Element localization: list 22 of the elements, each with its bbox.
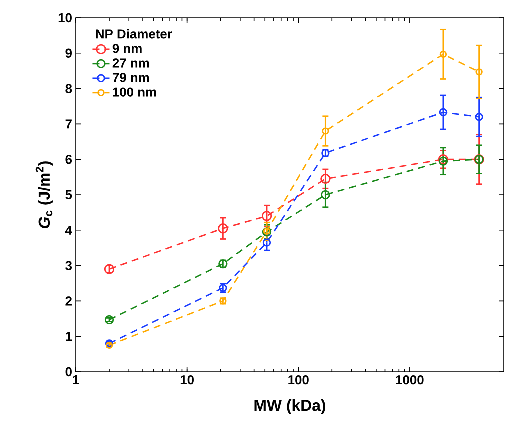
y-tick-label: 7 — [66, 120, 72, 129]
y-tick-label: 10 — [58, 13, 72, 23]
x-axis-title: MW (kDa) — [254, 400, 326, 414]
y-tick-label: 4 — [65, 226, 72, 235]
x-tick-label: 10 — [180, 376, 194, 385]
x-tick-label: 1 — [73, 376, 80, 384]
y-tick-label: 0 — [66, 367, 72, 377]
y-tick-label: 1 — [66, 332, 72, 342]
x-tick-label: 100 — [288, 376, 309, 385]
y-tick-label: 3 — [66, 261, 72, 270]
y-tick-label: 5 — [66, 190, 72, 200]
legend-label: 79 nm — [112, 73, 150, 82]
y-tick-label: 9 — [66, 48, 72, 58]
y-tick-label: 6 — [66, 155, 72, 164]
legend-label: 27 nm — [112, 58, 150, 68]
y-axis-title: G$_{c}$ (J/m$^{2}$) — [36, 162, 54, 228]
legend-title: NP Diameter — [96, 29, 172, 39]
x-tick-label: 1000 — [396, 376, 424, 385]
y-tick-label: 8 — [66, 84, 72, 94]
legend-label: 9 nm — [112, 44, 142, 54]
legend-label: 100 nm — [113, 88, 156, 97]
y-tick-label: 2 — [66, 296, 72, 306]
